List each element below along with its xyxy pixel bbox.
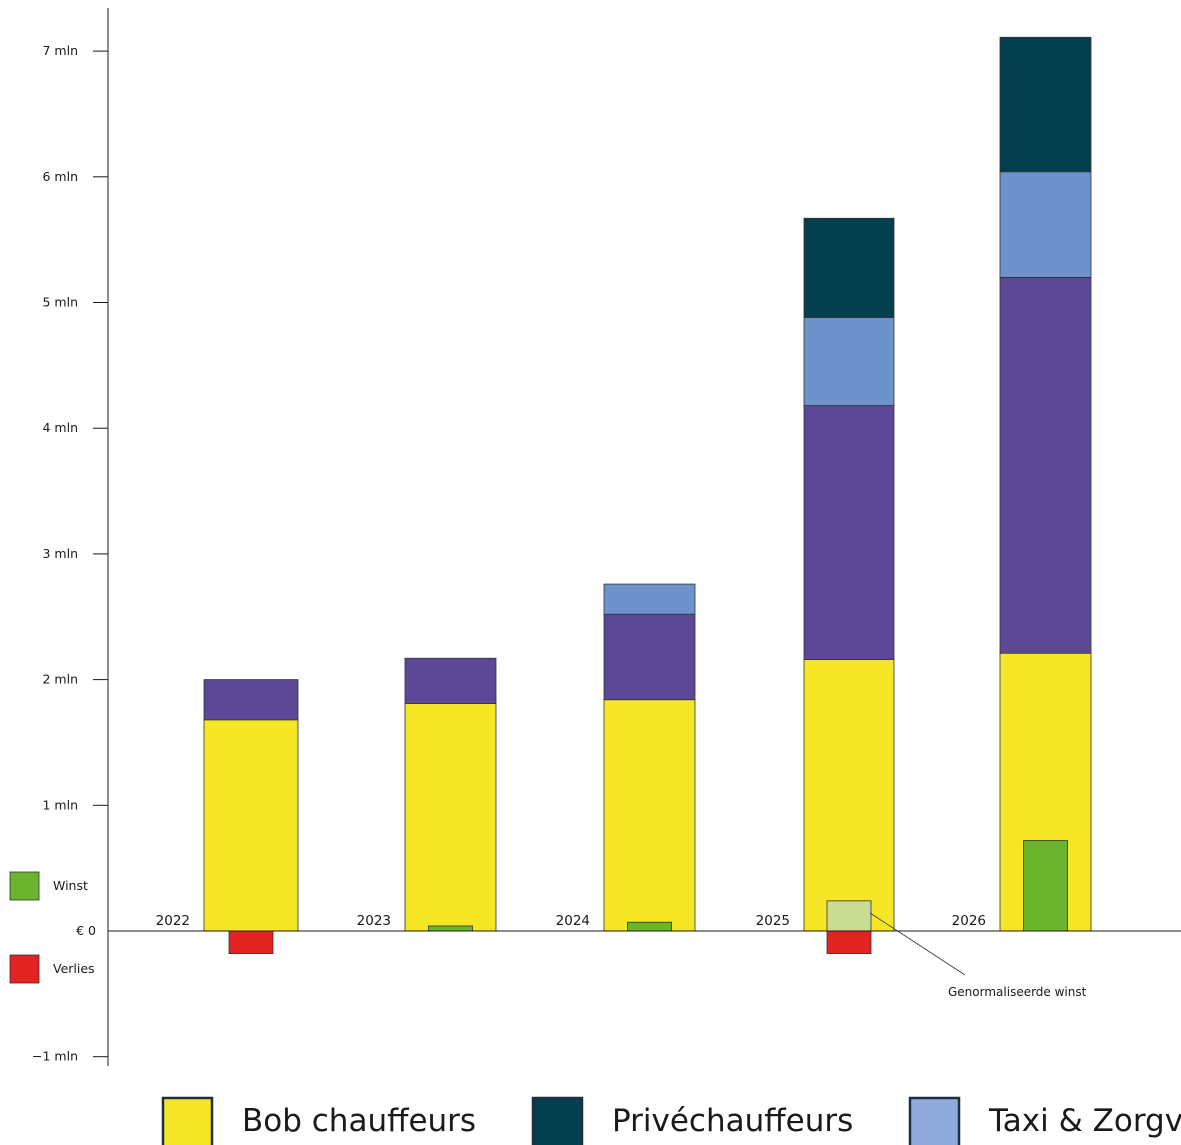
bar-2023-bob-chauffeurs [404,703,497,932]
bar-2022-bob-chauffeurs [203,719,299,932]
legend-swatch-verlies [9,954,40,984]
result-bar-2022-verlies [228,930,274,955]
bar-2022-series-2 [203,679,299,721]
bar-2025-bob-chauffeurs [803,659,895,932]
result-bar-2025-genormaliseerde-winst [826,900,872,932]
bar-2026-taxi-zorgve [999,171,1092,278]
bar-2025-taxi-zorgve [803,317,895,406]
legend-label-priv-chauffeurs: Privéchauffeurs [612,1103,853,1139]
result-bar-2025-verlies [826,930,872,955]
year-label-2025: 2025 [756,913,790,929]
result-bar-2023-winst [428,925,473,932]
bar-2024-bob-chauffeurs [603,699,696,932]
year-label-2026: 2026 [952,913,986,929]
result-legend: Winst Verlies [9,871,95,984]
y-axis: −1 mln € 0 1 mln 2 mln 3 mln 4 mln 5 mln 6 mln 7… [32,8,1181,1066]
series-legend: Bob chauffeurs Privéchauffeurs Taxi & Zorg… [161,1096,1181,1145]
legend-swatch-taxi-zorgve [908,1096,961,1145]
year-labels: 2022 2023 2024 2025 2026 [156,913,986,929]
y-tick-label: 4 mln [43,420,79,435]
bar-2024-taxi-zorgve [603,583,696,615]
y-tick-label: 1 mln [43,797,79,812]
y-tick-label: 7 mln [43,43,79,58]
legend-label-verlies: Verlies [53,961,95,976]
bar-2026-series-2 [999,276,1092,654]
bar-2025-priv-chauffeurs [803,217,895,318]
y-tick-label: 6 mln [43,169,79,184]
legend-swatch-winst [9,871,40,901]
annotation-layer: Genormaliseerde winst [869,912,1087,999]
bar-2025-series-2 [803,405,895,660]
year-label-2024: 2024 [556,913,590,929]
legend-swatch-priv-chauffeurs [531,1096,584,1145]
result-bars-layer [228,840,1068,955]
y-tick-label: 3 mln [43,546,79,561]
legend-swatch-bob-chauffeurs [161,1096,214,1145]
year-label-2022: 2022 [156,913,190,929]
y-tick-label: 2 mln [43,672,79,687]
y-tick-label: € 0 [76,923,96,938]
bar-2023-series-2 [404,657,497,704]
legend-label-bob-chauffeurs: Bob chauffeurs [242,1103,476,1139]
result-bar-2026-winst [1023,840,1068,932]
annotation-leader-line [869,912,966,976]
y-tick-label: −1 mln [32,1049,78,1064]
result-bar-2024-winst [627,921,672,932]
legend-label-taxi-zorgve: Taxi & Zorgve [988,1103,1181,1139]
annotation-label: Genormaliseerde winst [948,985,1087,999]
legend-label-winst: Winst [53,878,88,893]
bar-2026-priv-chauffeurs [999,36,1092,173]
bars-layer [203,36,1092,932]
bar-2024-series-2 [603,613,696,701]
year-label-2023: 2023 [357,913,391,929]
y-tick-label: 5 mln [43,295,79,310]
